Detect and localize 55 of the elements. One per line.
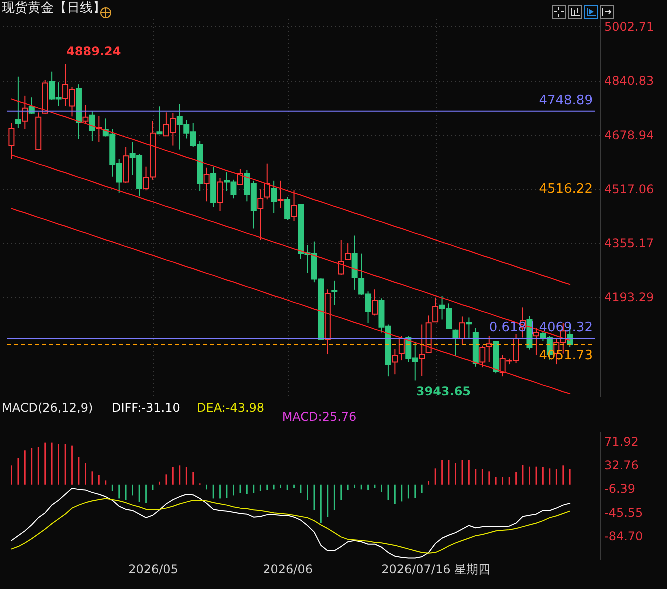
candlestick [466,317,472,339]
ref-line-label: 4748.89 [539,93,593,108]
y-tick-label: 4355.17 [604,236,654,251]
candlestick [8,122,15,160]
line-series [11,498,571,554]
y-tick-label: 32.76 [604,458,639,473]
candlestick [15,76,22,129]
candlestick [204,167,210,202]
chart-title: 现货黄金【日线】 [2,1,106,16]
y-tick-label: 5002.71 [604,20,654,34]
candlestick [264,163,270,200]
line-series [11,488,571,559]
text: DEA:-43.98 [197,401,265,415]
candlestick [419,324,426,377]
candlestick [258,189,264,241]
candlestick [452,329,459,358]
legend-title: MACD(26,12,9) [2,401,94,415]
candlestick [338,240,344,276]
y-tick-label: 4840.83 [604,74,654,88]
annotation: 4889.24 [66,44,122,58]
candlestick [432,297,439,323]
y-tick-label: -84.70 [604,529,644,544]
candlestick [22,95,28,130]
x-tick-label: 2026/05 [128,562,178,576]
candlestick [89,111,96,142]
candlestick [237,168,244,186]
annotation: 4516.22 [539,182,593,198]
candlestick [480,345,486,368]
candlestick [278,180,284,209]
y-tick-label: 4193.29 [604,290,654,305]
candlestick [82,104,89,124]
candlestick [332,280,338,306]
candlestick [459,316,466,346]
candlestick [352,235,358,290]
candlestick [392,348,398,376]
candlestick [284,196,291,221]
candlestick [372,289,378,316]
y-tick-label: -6.39 [604,482,636,496]
y-tick-label: 4517.06 [604,182,654,196]
annotation: 3943.65 [416,384,472,399]
candlestick [486,336,492,363]
candlestick [291,190,298,222]
y-tick-label: 71.92 [604,435,639,450]
text: DIFF:-31.10 [112,401,180,415]
y-tick-label: 4678.94 [604,128,654,142]
candlestick [271,180,278,214]
x-tick-label: 2026/07/16 星期四 [382,562,491,576]
candlestick [345,242,352,261]
candlestick [217,178,224,212]
candlestick [156,106,163,135]
candlestick [533,328,540,356]
candlestick [398,336,405,362]
text: MACD:25.76 [282,410,357,424]
x-tick-label: 2026/06 [263,562,313,576]
y-tick-label: -45.55 [604,506,644,520]
